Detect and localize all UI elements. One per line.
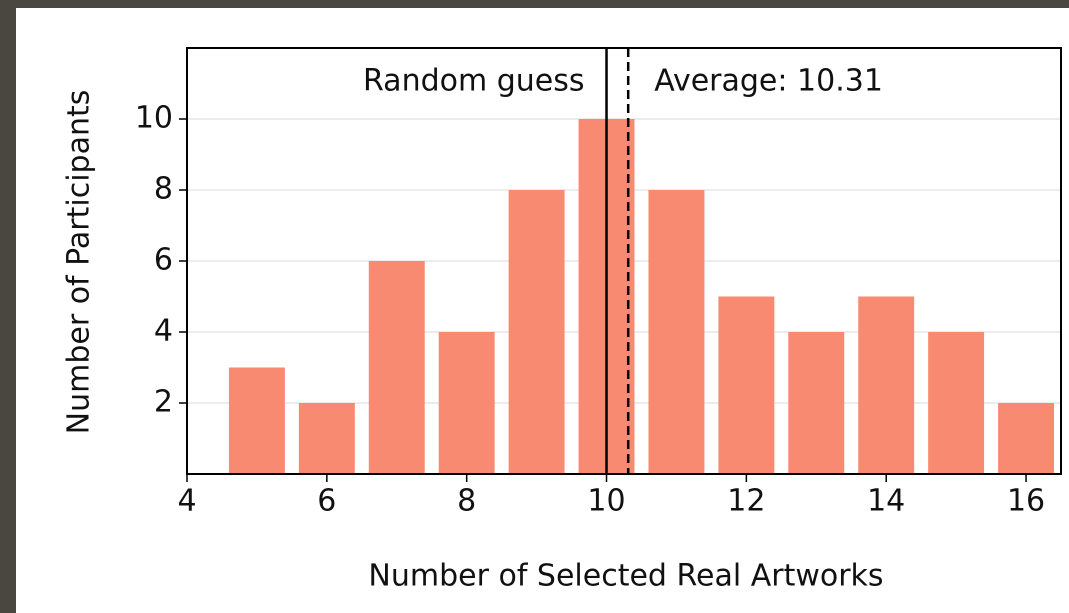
x-tick-label: 14 [867,484,905,519]
bar [508,190,565,474]
x-tick-label: 6 [317,484,336,519]
bar [298,403,355,474]
plot-frame [186,47,1062,475]
reference-label: Random guess [363,64,585,99]
y-tick-label: 10 [135,101,173,136]
bar [648,190,705,474]
x-tick-label: 10 [587,484,625,519]
x-axis-label: Number of Selected Real Artworks [368,559,883,594]
y-tick-label: 4 [154,314,173,349]
y-tick-label: 2 [154,385,173,420]
bar [718,296,775,474]
bar [858,296,915,474]
reference-label: Average: 10.31 [654,64,883,99]
x-tick-label: 8 [457,484,476,519]
y-tick-label: 8 [154,172,173,207]
bar [368,261,425,474]
x-tick-label: 16 [1007,484,1045,519]
bar [228,367,285,474]
bar [998,403,1055,474]
y-tick-label: 6 [154,243,173,278]
bar [438,332,495,474]
x-tick-label: 12 [727,484,765,519]
y-axis-label: Number of Participants [62,90,97,435]
x-tick-label: 4 [177,484,196,519]
bar [928,332,985,474]
bar [788,332,845,474]
